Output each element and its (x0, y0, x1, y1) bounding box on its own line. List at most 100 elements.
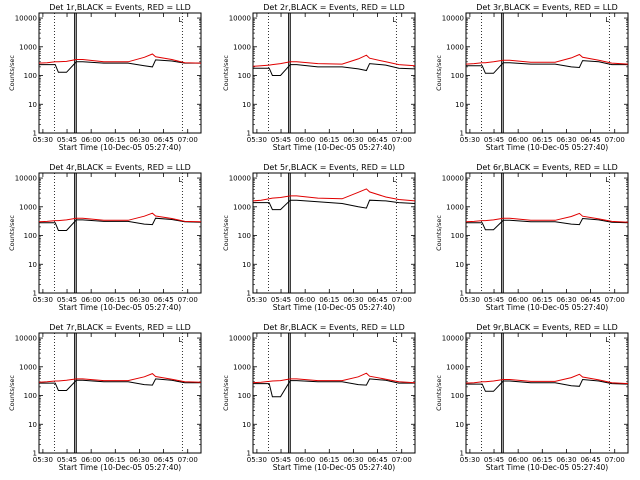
plot-frame (252, 332, 416, 454)
series-line-events (39, 59, 201, 73)
corner-mark: L (605, 176, 609, 184)
series-line-events (466, 217, 629, 231)
x-tick-label: 06:45 (580, 296, 600, 304)
y-tick-label: 100 (451, 392, 464, 400)
chart-title: Det 6r,BLACK = Events, RED = LLD (476, 163, 618, 172)
plot-frame (38, 172, 202, 294)
series-line-lld (465, 373, 629, 385)
y-tick-label: 1000 (233, 43, 251, 51)
series-line-lld (38, 212, 202, 223)
series-line-events (39, 378, 201, 391)
y-tick-label: 1000 (19, 363, 37, 371)
y-tick-label: 1 (33, 130, 37, 138)
x-axis-label: Start Time (10-Dec-05 05:27:40) (273, 303, 395, 312)
y-axis-label: Counts/sec (222, 375, 230, 411)
x-tick-label: 06:30 (129, 296, 149, 304)
plot-frame (252, 12, 416, 134)
x-tick-label: 07:00 (178, 456, 198, 464)
y-axis-label: Counts/sec (435, 215, 443, 251)
y-axis-label: Counts/sec (435, 55, 443, 91)
y-tick-label: 1000 (446, 43, 464, 51)
y-axis-label: Counts/sec (8, 55, 16, 91)
series-line-events (39, 217, 202, 231)
y-tick-label: 10000 (442, 335, 464, 343)
corner-mark: L (605, 16, 609, 24)
x-tick-label: 05:45 (271, 136, 291, 144)
chart-panel-det-4: Det 4r,BLACK = Events, RED = LLD 1 10 100 10… (8, 163, 202, 312)
y-tick-label: 1000 (446, 363, 464, 371)
y-tick-label: 10 (28, 421, 37, 429)
x-tick-label: 06:00 (81, 296, 101, 304)
series-line-lld (252, 54, 416, 67)
y-axis-label: Counts/sec (222, 215, 230, 251)
series-line-lld (38, 373, 202, 383)
series-line-events (253, 199, 416, 211)
x-axis-label: Start Time (10-Dec-05 05:27:40) (486, 143, 608, 152)
x-axis-label: Start Time (10-Dec-05 05:27:40) (59, 463, 181, 472)
x-tick-label: 05:30 (247, 136, 267, 144)
plot-frame (252, 172, 416, 294)
x-tick-label: 06:15 (532, 456, 552, 464)
x-tick-label: 06:30 (556, 136, 576, 144)
corner-mark: L (605, 336, 609, 344)
x-tick-label: 06:15 (319, 296, 339, 304)
x-tick-label: 06:15 (105, 456, 125, 464)
x-tick-label: 05:30 (460, 296, 480, 304)
x-tick-label: 06:00 (81, 136, 101, 144)
plot-frame (465, 172, 629, 294)
x-tick-label: 06:00 (295, 136, 315, 144)
x-tick-label: 06:30 (129, 136, 149, 144)
x-tick-label: 06:30 (129, 456, 149, 464)
y-tick-label: 10 (455, 261, 464, 269)
y-tick-label: 10 (242, 421, 251, 429)
x-tick-label: 06:00 (295, 296, 315, 304)
series-line-lld (465, 53, 629, 65)
y-tick-label: 1000 (19, 203, 37, 211)
x-tick-label: 06:30 (556, 456, 576, 464)
series-line-lld (252, 372, 416, 384)
chart-panel-det-5: Det 5r,BLACK = Events, RED = LLD 1 10 100 10… (222, 163, 416, 312)
x-tick-label: 06:45 (153, 136, 173, 144)
x-tick-label: 05:45 (57, 136, 77, 144)
x-tick-label: 06:30 (343, 296, 363, 304)
x-tick-label: 07:00 (178, 136, 198, 144)
corner-mark: L (392, 176, 396, 184)
x-tick-label: 05:30 (460, 136, 480, 144)
x-tick-label: 05:30 (247, 456, 267, 464)
y-tick-label: 10000 (15, 15, 37, 23)
series-line-lld (252, 188, 416, 202)
x-tick-label: 05:45 (484, 296, 504, 304)
y-tick-label: 10 (242, 101, 251, 109)
y-tick-label: 1 (460, 290, 464, 298)
chart-title: Det 8r,BLACK = Events, RED = LLD (263, 323, 405, 332)
chart-title: Det 5r,BLACK = Events, RED = LLD (263, 163, 405, 172)
x-tick-label: 06:15 (105, 296, 125, 304)
x-tick-label: 06:00 (295, 456, 315, 464)
x-tick-label: 06:45 (367, 136, 387, 144)
y-tick-label: 1 (33, 290, 37, 298)
chart-title: Det 9r,BLACK = Events, RED = LLD (476, 323, 618, 332)
x-axis-label: Start Time (10-Dec-05 05:27:40) (273, 463, 395, 472)
y-tick-label: 10 (242, 261, 251, 269)
x-tick-label: 06:15 (532, 296, 552, 304)
x-tick-label: 05:30 (33, 296, 53, 304)
y-tick-label: 100 (238, 392, 251, 400)
x-tick-label: 06:30 (343, 456, 363, 464)
x-axis-label: Start Time (10-Dec-05 05:27:40) (486, 303, 608, 312)
x-axis-label: Start Time (10-Dec-05 05:27:40) (486, 463, 608, 472)
x-axis-label: Start Time (10-Dec-05 05:27:40) (59, 143, 181, 152)
y-tick-label: 100 (24, 72, 37, 80)
x-tick-label: 05:45 (484, 136, 504, 144)
y-tick-label: 10000 (442, 175, 464, 183)
y-tick-label: 100 (238, 232, 251, 240)
y-tick-label: 10000 (15, 175, 37, 183)
y-tick-label: 1 (247, 290, 251, 298)
x-tick-label: 07:00 (392, 136, 412, 144)
y-tick-label: 10000 (229, 335, 251, 343)
y-tick-label: 1 (33, 450, 37, 458)
corner-mark: L (178, 16, 182, 24)
y-tick-label: 100 (24, 232, 37, 240)
x-tick-label: 06:15 (319, 136, 339, 144)
x-tick-label: 06:30 (556, 296, 576, 304)
